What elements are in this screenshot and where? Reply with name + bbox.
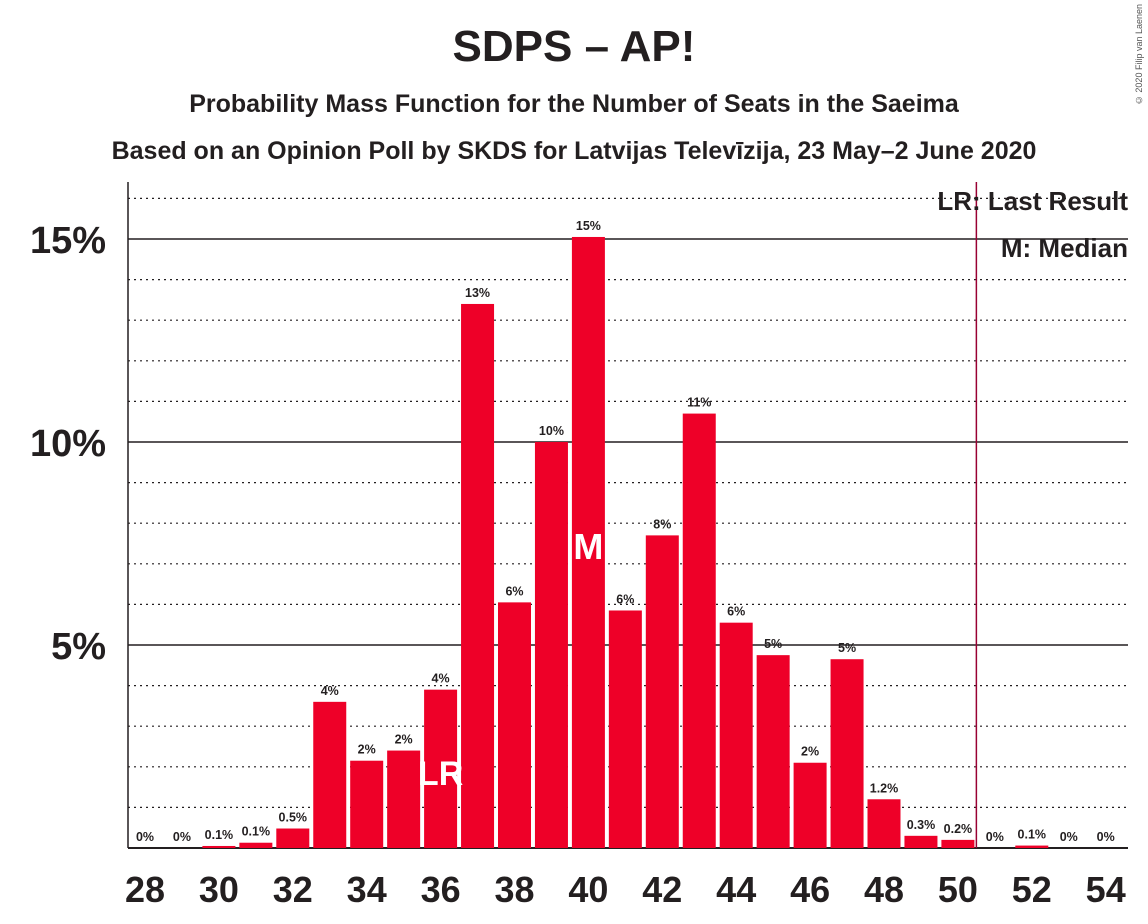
data-label: 2% xyxy=(801,745,819,759)
data-label: 2% xyxy=(395,733,413,747)
x-tick-label: 40 xyxy=(568,869,608,910)
x-tick-label: 28 xyxy=(125,869,165,910)
data-label: 0.1% xyxy=(242,825,271,839)
data-label: 0% xyxy=(1097,830,1115,844)
x-tick-label: 54 xyxy=(1086,869,1126,910)
bar-seat-36 xyxy=(424,689,458,848)
bar-seat-45 xyxy=(756,655,790,848)
bar-seat-34 xyxy=(350,760,384,848)
data-label: 4% xyxy=(432,672,450,686)
chart-subtitle: Probability Mass Function for the Number… xyxy=(189,90,959,118)
bar-seat-42 xyxy=(645,535,679,848)
data-label: 13% xyxy=(465,286,490,300)
data-label: 8% xyxy=(653,517,671,531)
bar-seat-40 xyxy=(571,236,605,849)
bar-seat-35 xyxy=(387,750,421,848)
x-tick-label: 38 xyxy=(494,869,534,910)
x-tick-label: 46 xyxy=(790,869,830,910)
x-tick-label: 34 xyxy=(347,869,387,910)
y-tick-label: 10% xyxy=(30,423,106,465)
data-label: 10% xyxy=(539,424,564,438)
x-tick-label: 44 xyxy=(716,869,756,910)
data-label: 0.3% xyxy=(907,818,936,832)
data-label: 11% xyxy=(687,396,711,410)
data-label: 5% xyxy=(838,641,856,655)
x-tick-label: 52 xyxy=(1012,869,1052,910)
bar-seat-37 xyxy=(461,303,495,849)
x-tick-label: 30 xyxy=(199,869,239,910)
chart-subtitle-source: Based on an Opinion Poll by SKDS for Lat… xyxy=(111,137,1037,165)
x-tick-label: 50 xyxy=(938,869,978,910)
bar-seat-46 xyxy=(793,762,827,848)
data-label: 0.1% xyxy=(205,828,234,842)
data-label: 0.1% xyxy=(1018,828,1047,842)
x-tick-label: 48 xyxy=(864,869,904,910)
bar-seat-49 xyxy=(904,835,938,848)
bar-seat-44 xyxy=(719,622,753,848)
data-label: 0% xyxy=(1060,830,1078,844)
bar-seat-30 xyxy=(202,845,236,848)
data-label: 0% xyxy=(173,830,191,844)
y-tick-label: 15% xyxy=(30,220,106,262)
data-label: 4% xyxy=(321,684,339,698)
data-label: 2% xyxy=(358,743,376,757)
bar-seat-31 xyxy=(239,842,273,848)
bar-seat-47 xyxy=(830,659,864,848)
x-tick-label: 36 xyxy=(421,869,461,910)
x-tick-label: 32 xyxy=(273,869,313,910)
legend-median: M: Median xyxy=(1001,233,1128,263)
data-label: 6% xyxy=(727,605,745,619)
data-label: 0.5% xyxy=(279,811,308,825)
y-tick-label: 5% xyxy=(51,626,106,668)
median-marker: M xyxy=(573,526,603,567)
data-label: 6% xyxy=(616,592,634,606)
bar-seat-41 xyxy=(608,610,642,848)
bar-seat-50 xyxy=(941,839,975,848)
data-label: 1.2% xyxy=(870,781,899,795)
last-result-marker: LR xyxy=(418,755,463,793)
bar-seat-48 xyxy=(867,799,901,848)
data-label: 5% xyxy=(764,637,782,651)
data-label: 0% xyxy=(136,830,154,844)
bar-seat-43 xyxy=(682,413,716,848)
data-label: 6% xyxy=(505,584,523,598)
chart-title: SDPS – AP! xyxy=(452,22,696,71)
bar-seat-32 xyxy=(276,828,310,848)
bar-seat-52 xyxy=(1015,845,1049,848)
data-label: 15% xyxy=(576,219,601,233)
bar-seat-39 xyxy=(534,442,568,848)
x-tick-label: 42 xyxy=(642,869,682,910)
legend-last-result: LR: Last Result xyxy=(937,186,1128,216)
data-label: 0% xyxy=(986,830,1004,844)
bar-seat-33 xyxy=(313,701,347,848)
bar-seat-38 xyxy=(498,602,531,848)
data-label: 0.2% xyxy=(944,822,973,836)
